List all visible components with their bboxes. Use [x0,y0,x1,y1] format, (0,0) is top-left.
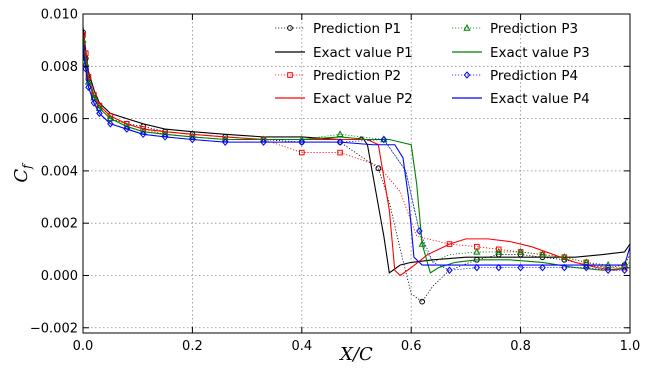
y-tick-label: 0.000 [41,269,78,284]
data-point-prediction-p2 [337,149,343,156]
series-line-exact-value-p1 [83,27,630,274]
data-point-prediction-p2 [83,32,86,38]
data-point-prediction-p2 [299,149,305,156]
data-point-prediction-p3 [516,247,525,255]
series-exact-value-p1 [83,27,630,274]
legend-item-exact-value-p2: Exact value P2 [275,91,413,107]
data-point-prediction-p4 [83,44,87,52]
data-point-prediction-p4 [336,138,344,146]
x-tick-label: 1.0 [620,339,641,354]
y-tick-label: 0.010 [41,8,78,23]
data-point-prediction-p3 [473,247,481,255]
x-tick-label: 0.2 [182,339,203,354]
legend-label: Exact value P3 [490,45,590,61]
data-point-prediction-p4 [221,138,229,146]
data-point-prediction-p4 [85,83,92,91]
legend-item-prediction-p3: Prediction P3 [452,21,578,37]
legend-item-prediction-p1: Prediction P1 [275,21,401,37]
x-tick-label: 0.4 [291,339,312,354]
legend-item-prediction-p4: Prediction P4 [452,68,578,84]
legend-item-prediction-p2: Prediction P2 [275,68,401,84]
x-tick-label: 0.6 [401,339,422,354]
data-point-prediction-p4 [517,263,524,272]
data-point-prediction-p4 [539,263,546,272]
plot-frame [82,13,631,334]
data-point-prediction-p4 [446,266,453,275]
data-point-prediction-p4 [582,263,590,272]
series-group [83,27,630,305]
legend-label: Exact value P2 [313,91,413,107]
legend-marker [287,72,293,78]
legend: Prediction P1 Exact value P1 Prediction P2… [275,21,590,107]
axis-ticks: 0.0 0.2 0.4 0.6 0.8 1.0 −0.002 0.000 0.002 0.004 0… [30,8,640,355]
series-line-exact-value-p3 [83,40,630,274]
series-exact-value-p4 [83,47,630,266]
legend-label: Exact value P4 [490,91,590,107]
data-point-prediction-p4 [260,138,267,146]
grid-lines [82,13,631,333]
legend-label: Prediction P3 [490,21,578,37]
svg-text:Cf: Cf [11,162,34,183]
legend-marker [463,71,471,79]
data-point-prediction-p1 [375,165,382,172]
data-point-prediction-p4 [561,263,568,272]
data-point-prediction-p3 [418,240,426,247]
legend-marker [287,25,293,31]
legend-label: Prediction P1 [313,21,401,37]
data-point-prediction-p3 [495,247,503,255]
data-point-prediction-p4 [473,263,481,272]
y-tick-label: 0.004 [41,164,78,179]
legend-label: Prediction P4 [490,68,578,84]
x-tick-label: 0.0 [73,339,94,354]
legend-item-exact-value-p1: Exact value P1 [275,45,413,61]
legend-label: Exact value P1 [313,45,413,61]
data-point-prediction-p4 [621,266,628,275]
series-line-exact-value-p4 [83,47,630,266]
legend-item-exact-value-p3: Exact value P3 [452,45,590,61]
y-tick-label: −0.002 [30,321,78,336]
data-point-prediction-p4 [298,138,306,146]
y-tick-label: 0.008 [41,60,78,75]
data-point-prediction-p3 [560,253,568,260]
x-tick-label: 0.8 [510,339,531,354]
data-point-prediction-p4 [380,135,388,144]
series-exact-value-p3 [83,40,630,274]
y-axis-label-main: C [11,169,32,183]
legend-item-exact-value-p4: Exact value P4 [452,91,590,107]
legend-label: Prediction P2 [313,68,401,84]
y-tick-label: 0.006 [41,112,78,127]
x-axis-label: X/C [338,344,373,365]
data-point-prediction-p4 [161,133,169,141]
data-point-prediction-p3 [83,36,87,43]
legend-marker [463,23,471,31]
y-axis-label: Cf [11,162,34,183]
y-axis-label-subscript: f [20,162,34,170]
data-point-prediction-p4 [604,266,612,275]
data-point-prediction-p4 [495,263,502,272]
y-tick-label: 0.002 [41,217,78,232]
data-point-prediction-p4 [416,227,423,235]
data-point-prediction-p1 [419,298,426,305]
data-point-prediction-p4 [189,135,196,144]
data-point-prediction-p2 [446,241,453,247]
data-point-prediction-p4 [90,99,98,107]
data-point-prediction-p4 [96,109,103,118]
data-point-prediction-p3 [538,250,547,258]
